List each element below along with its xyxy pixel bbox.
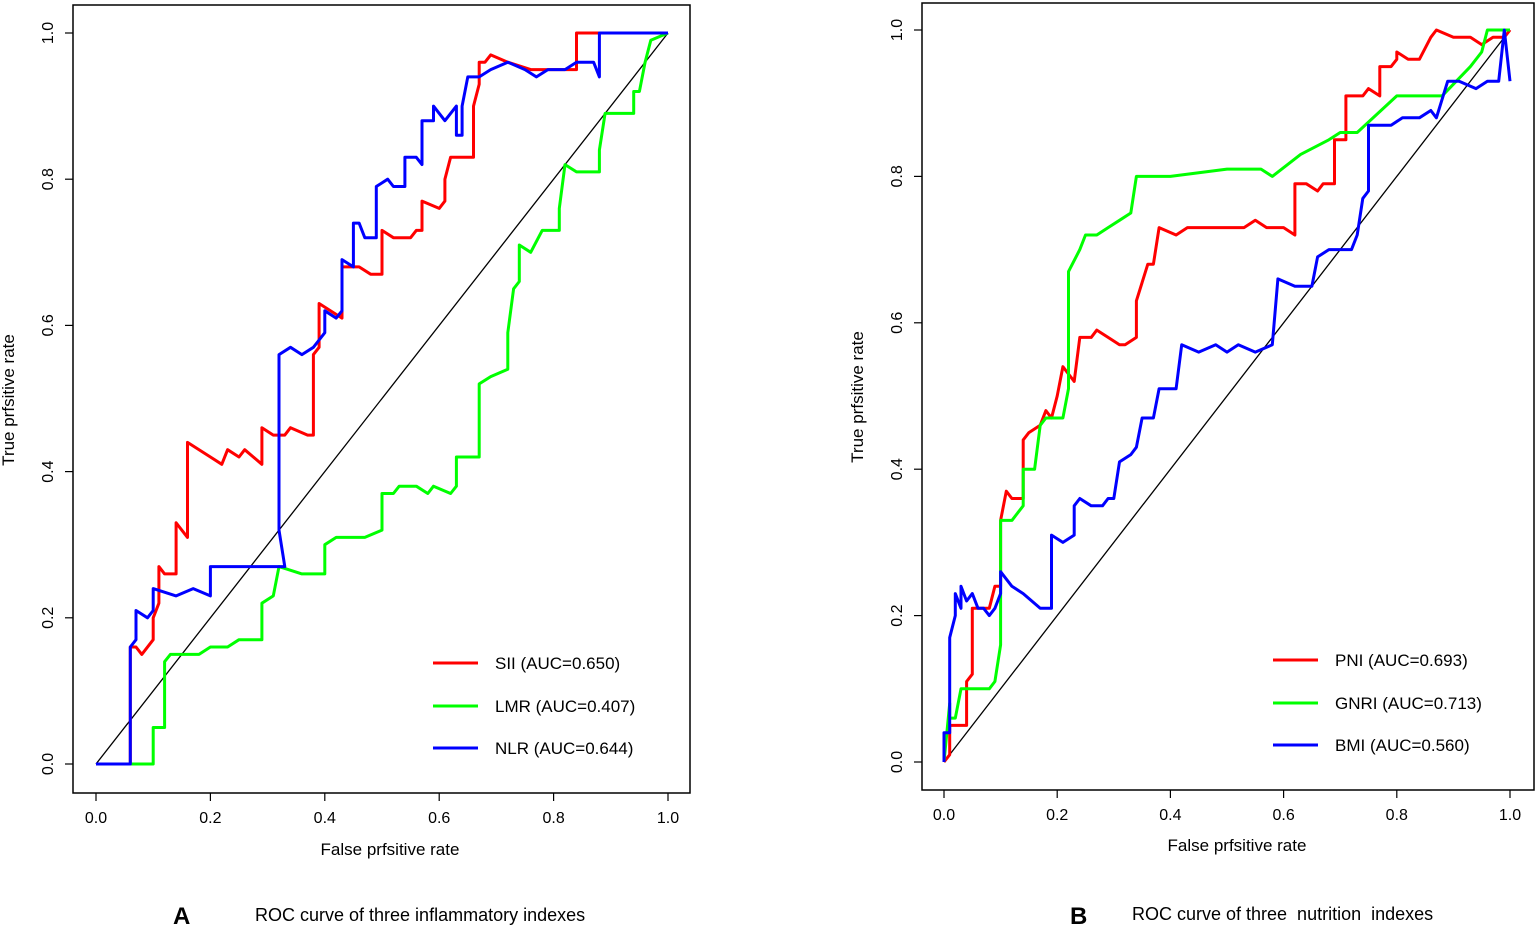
- series-line-nlr: [96, 31, 668, 766]
- x-tick-label-b-2: 0.4: [1159, 807, 1181, 824]
- series-line-bmi: [942, 28, 1512, 762]
- x-tick-label-a-5: 1.0: [657, 810, 679, 827]
- y-tick-label-b-0: 0.0: [889, 751, 906, 773]
- plot-frame-a: [72, 4, 691, 794]
- series-line-sii: [128, 31, 668, 764]
- y-tick-label-a-2: 0.4: [40, 460, 57, 482]
- x-tick-label-b-1: 0.2: [1046, 807, 1068, 824]
- y-axis-title-b: True prfsitive rate: [848, 331, 867, 463]
- x-tick-label-a-0: 0.0: [85, 810, 107, 827]
- x-tick-label-a-2: 0.4: [314, 810, 336, 827]
- y-tick-label-a-0: 0.0: [40, 753, 57, 775]
- legend-label-lmr: LMR (AUC=0.407): [495, 697, 635, 716]
- y-tick-label-b-1: 0.2: [889, 604, 906, 626]
- y-tick-label-b-3: 0.6: [889, 312, 906, 334]
- x-tick-label-b-0: 0.0: [933, 807, 955, 824]
- panel-a: 0.0 0.2 0.4 0.6 0.8 1.0 0.0 0.2 0.4 0.6 0.8 1.0 Fal…: [0, 4, 691, 930]
- diagonal-reference-line-b: [943, 29, 1511, 763]
- series-layer-b: [942, 28, 1512, 763]
- legend-b: PNI (AUC=0.693) GNRI (AUC=0.713) BMI (AU…: [1273, 651, 1482, 755]
- x-axis-title-b: False prfsitive rate: [1168, 836, 1307, 855]
- y-tick-label-b-2: 0.4: [889, 458, 906, 480]
- y-axis-title-a: True prfsitive rate: [0, 334, 18, 466]
- panel-letter-b: B: [1070, 903, 1087, 930]
- diagonal-reference-line-a: [95, 32, 669, 765]
- caption-b: ROC curve of three nutrition indexes: [1132, 904, 1433, 924]
- axis-ticks-a: 0.0 0.2 0.4 0.6 0.8 1.0 0.0 0.2 0.4 0.6 0.8 1.0: [40, 22, 679, 827]
- legend-label-bmi: BMI (AUC=0.560): [1335, 736, 1470, 755]
- x-tick-label-b-5: 1.0: [1499, 807, 1521, 824]
- x-tick-label-a-1: 0.2: [199, 810, 221, 827]
- y-tick-label-a-5: 1.0: [40, 22, 57, 44]
- caption-a: ROC curve of three inflammatory indexes: [255, 905, 585, 925]
- x-tick-label-a-4: 0.8: [542, 810, 564, 827]
- legend-label-pni: PNI (AUC=0.693): [1335, 651, 1468, 670]
- legend-label-gnri: GNRI (AUC=0.713): [1335, 694, 1482, 713]
- legend-label-sii: SII (AUC=0.650): [495, 654, 620, 673]
- y-tick-label-a-1: 0.2: [40, 607, 57, 629]
- y-tick-label-b-5: 1.0: [889, 19, 906, 41]
- y-tick-label-a-3: 0.6: [40, 314, 57, 336]
- plot-frame-b: [921, 2, 1535, 791]
- x-tick-label-b-3: 0.6: [1272, 807, 1294, 824]
- series-line-gnri: [942, 28, 1510, 763]
- panel-letter-a: A: [173, 903, 190, 930]
- series-layer-a: [96, 31, 669, 766]
- series-line-lmr: [96, 31, 669, 766]
- x-tick-label-b-4: 0.8: [1386, 807, 1408, 824]
- y-tick-label-b-4: 0.8: [889, 165, 906, 187]
- y-tick-label-a-4: 0.8: [40, 168, 57, 190]
- panel-b: 0.0 0.2 0.4 0.6 0.8 1.0 0.0 0.2 0.4 0.6 0.8 1.0 Fal…: [848, 2, 1535, 930]
- x-axis-title-a: False prfsitive rate: [321, 840, 460, 859]
- legend-a: SII (AUC=0.650) LMR (AUC=0.407) NLR (AUC…: [433, 654, 635, 758]
- legend-label-nlr: NLR (AUC=0.644): [495, 739, 633, 758]
- axis-ticks-b: 0.0 0.2 0.4 0.6 0.8 1.0 0.0 0.2 0.4 0.6 0.8 1.0: [889, 19, 1521, 824]
- x-tick-label-a-3: 0.6: [428, 810, 450, 827]
